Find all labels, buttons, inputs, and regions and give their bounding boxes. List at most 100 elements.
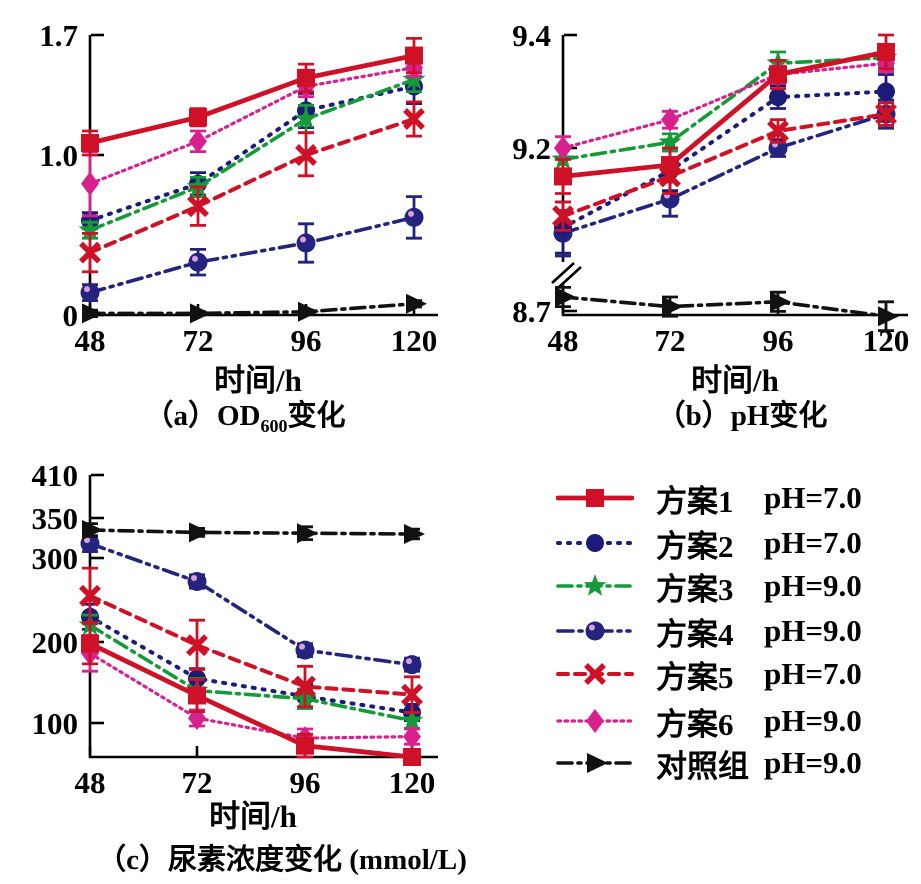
legend-series-label: 方案5 <box>656 659 734 695</box>
y-tick-label: 1.7 <box>39 18 78 53</box>
data-point-star-marker <box>400 708 424 731</box>
series-line <box>88 623 414 723</box>
data-point-triangle-marker <box>190 303 211 324</box>
series-line <box>88 614 414 715</box>
sphere-highlight <box>191 575 197 582</box>
data-point-triangle-marker <box>298 301 319 322</box>
data-point-x-marker <box>403 108 425 130</box>
legend-item: 方案3 pH=9.0 <box>556 567 862 607</box>
legend-diamond-sample-icon <box>556 709 634 733</box>
sphere-highlight <box>408 210 414 217</box>
series-line <box>88 65 416 186</box>
series-line <box>87 641 415 760</box>
series-line <box>561 61 888 150</box>
legend-x-sample-icon <box>556 663 634 685</box>
data-point-x-marker <box>79 584 101 607</box>
chart-c-xlabel: 时间/h <box>209 799 297 834</box>
data-point-x-marker <box>186 634 208 657</box>
legend-star-sample-icon <box>556 574 634 596</box>
chart-c: 100 200 300 350 410 48 72 96 120 <box>32 458 438 800</box>
axis-break-slash <box>551 262 575 284</box>
data-point-sphere-marker <box>188 252 208 272</box>
data-point-diamond-marker <box>661 107 679 132</box>
y-tick-label: 300 <box>32 541 79 576</box>
series-star <box>78 66 426 240</box>
data-point-circle-marker <box>586 534 604 552</box>
legend-item: 方案5 pH=7.0 <box>556 655 862 695</box>
series-line <box>561 295 888 319</box>
x-tick-label: 96 <box>763 323 794 358</box>
series-line <box>88 77 416 232</box>
series-star <box>78 613 424 731</box>
data-point-circle-marker <box>877 82 895 101</box>
legend-ph-value: pH=7.0 <box>764 656 862 691</box>
data-point-diamond-marker <box>189 129 207 154</box>
legend-item: 对照组 pH=9.0 <box>556 744 862 784</box>
data-point-sphere-marker <box>80 283 100 303</box>
data-point-circle-marker <box>769 88 787 107</box>
data-point-sphere-marker <box>187 572 207 592</box>
data-point-diamond-marker <box>81 171 99 196</box>
series-line <box>561 89 888 230</box>
chart-a-caption: （a）OD600变化 <box>70 392 420 437</box>
series-triangle-right <box>82 293 427 324</box>
legend-series-label: 方案6 <box>656 706 734 742</box>
data-point-x-marker <box>552 205 574 228</box>
data-point-square-marker <box>769 65 787 84</box>
caption-a-subscript: 600 <box>260 415 288 436</box>
legend-ph-value: pH=9.0 <box>764 613 862 648</box>
series-line <box>561 112 888 219</box>
y-tick-label: 350 <box>32 501 79 536</box>
series-circle <box>81 67 423 230</box>
data-point-sphere-marker <box>295 640 315 660</box>
legend-series-label: 方案2 <box>656 528 734 564</box>
data-point-triangle-marker <box>587 753 608 773</box>
legend-ph-value: pH=9.0 <box>764 703 862 738</box>
legend-square-sample-icon <box>556 489 634 507</box>
x-tick-label: 48 <box>75 323 106 358</box>
series-line <box>88 541 414 667</box>
sphere-highlight <box>84 286 90 293</box>
series-line <box>88 593 414 697</box>
data-point-square-marker <box>877 42 895 61</box>
data-point-triangle-marker <box>297 523 318 544</box>
series-diamond <box>554 51 895 161</box>
chart-c-caption: （c）尿素浓度变化 (mmol/L) <box>97 844 467 876</box>
x-tick-label: 72 <box>183 323 214 358</box>
x-tick-label: 48 <box>548 323 579 358</box>
axis-line <box>561 35 908 317</box>
y-tick-label: 9.2 <box>512 131 551 166</box>
series-x <box>79 566 423 714</box>
data-point-sphere-marker <box>585 621 605 641</box>
y-tick-label: 9.4 <box>512 18 551 53</box>
axis-line <box>88 475 438 759</box>
sphere-highlight <box>84 537 90 544</box>
data-point-x-marker <box>79 241 101 264</box>
data-point-triangle-marker <box>406 293 427 314</box>
series-square <box>554 33 895 195</box>
data-point-star-marker <box>294 107 318 129</box>
data-point-square-marker <box>81 134 99 152</box>
legend-item: 方案1 pH=7.0 <box>556 479 862 519</box>
legend-item: 方案4 pH=9.0 <box>556 612 862 652</box>
sphere-highlight <box>299 643 305 650</box>
sphere-highlight <box>406 658 412 665</box>
chart-b-caption: （b）pH变化 <box>656 400 828 432</box>
data-point-sphere-marker <box>296 233 316 253</box>
y-tick-label: 1.0 <box>39 138 78 173</box>
data-point-star-marker <box>583 574 607 596</box>
series-diamond <box>81 55 423 218</box>
data-point-triangle-marker <box>189 522 210 543</box>
x-tick-label: 120 <box>389 765 436 800</box>
series-triangle-right <box>555 286 899 332</box>
data-point-x-marker <box>294 675 316 698</box>
y-tick-label: 100 <box>32 706 79 741</box>
data-point-star-marker <box>658 130 682 153</box>
data-point-square-marker <box>586 489 604 507</box>
sphere-highlight <box>589 624 595 631</box>
caption-a-suffix: 变化 <box>287 400 346 432</box>
legend-ph-value: pH=7.0 <box>764 480 862 515</box>
data-point-x-marker <box>584 663 606 685</box>
data-point-square-marker <box>188 686 206 705</box>
data-point-x-marker <box>401 683 423 706</box>
